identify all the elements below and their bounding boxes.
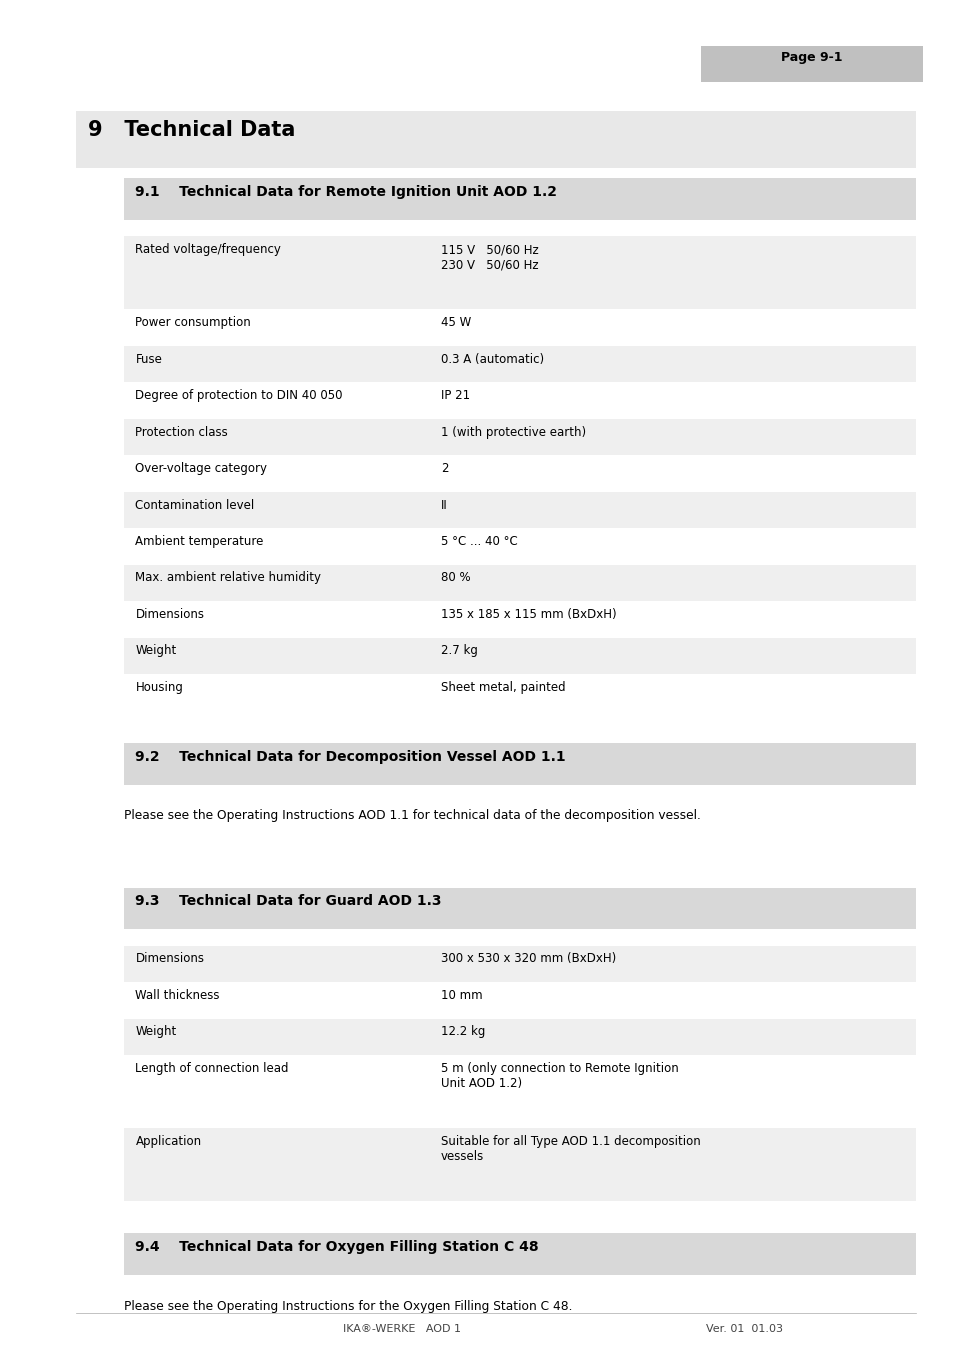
Text: 135 x 185 x 115 mm (BxDxH): 135 x 185 x 115 mm (BxDxH) [440,608,616,621]
Text: 5 m (only connection to Remote Ignition
Unit AOD 1.2): 5 m (only connection to Remote Ignition … [440,1062,678,1090]
Bar [124,455,915,492]
Text: 300 x 530 x 320 mm (BxDxH): 300 x 530 x 320 mm (BxDxH) [440,952,616,966]
Text: Suitable for all Type AOD 1.1 decomposition
vessels: Suitable for all Type AOD 1.1 decomposit… [440,1135,700,1163]
Bar [124,888,915,929]
Text: 9.3    Technical Data for Guard AOD 1.3: 9.3 Technical Data for Guard AOD 1.3 [135,894,441,908]
Text: 2: 2 [440,462,448,476]
Text: Application: Application [135,1135,201,1148]
Text: Wall thickness: Wall thickness [135,989,220,1002]
Bar [124,236,915,309]
Text: Length of connection lead: Length of connection lead [135,1062,289,1075]
Text: Weight: Weight [135,1025,176,1039]
Text: Page 9-1: Page 9-1 [781,51,841,65]
Text: Rated voltage/frequency: Rated voltage/frequency [135,243,281,257]
Text: Please see the Operating Instructions for the Oxygen Filling Station C 48.: Please see the Operating Instructions fo… [124,1300,572,1313]
Text: Ambient temperature: Ambient temperature [135,535,264,549]
Bar [76,111,915,168]
Text: Dimensions: Dimensions [135,608,204,621]
Text: 0.3 A (automatic): 0.3 A (automatic) [440,353,543,366]
Text: Fuse: Fuse [135,353,162,366]
Text: 80 %: 80 % [440,571,470,585]
Bar [124,178,915,220]
Bar [124,638,915,674]
Text: Housing: Housing [135,681,183,694]
Text: Power consumption: Power consumption [135,316,251,330]
Text: Over-voltage category: Over-voltage category [135,462,267,476]
Bar [124,1019,915,1055]
Bar [124,601,915,638]
Text: Ver. 01  01.03: Ver. 01 01.03 [705,1324,782,1333]
Bar [124,382,915,419]
Text: 1 (with protective earth): 1 (with protective earth) [440,426,585,439]
Bar [124,346,915,382]
Bar [124,419,915,455]
Text: 9   Technical Data: 9 Technical Data [88,120,294,141]
Text: IKA®-WERKE   AOD 1: IKA®-WERKE AOD 1 [343,1324,461,1333]
Bar [124,1128,915,1201]
Text: 5 °C ... 40 °C: 5 °C ... 40 °C [440,535,517,549]
Text: IP 21: IP 21 [440,389,470,403]
Text: 2.7 kg: 2.7 kg [440,644,477,658]
Bar [124,1233,915,1275]
Text: Sheet metal, painted: Sheet metal, painted [440,681,565,694]
Text: Max. ambient relative humidity: Max. ambient relative humidity [135,571,321,585]
Text: Contamination level: Contamination level [135,499,254,512]
Bar [124,982,915,1019]
Text: Dimensions: Dimensions [135,952,204,966]
Text: Weight: Weight [135,644,176,658]
Text: II: II [440,499,447,512]
Text: 9.2    Technical Data for Decomposition Vessel AOD 1.1: 9.2 Technical Data for Decomposition Ves… [135,750,565,763]
Text: 12.2 kg: 12.2 kg [440,1025,485,1039]
Text: Degree of protection to DIN 40 050: Degree of protection to DIN 40 050 [135,389,343,403]
Text: 45 W: 45 W [440,316,471,330]
Text: Protection class: Protection class [135,426,228,439]
Text: Please see the Operating Instructions AOD 1.1 for technical data of the decompos: Please see the Operating Instructions AO… [124,809,700,823]
Text: 9.4    Technical Data for Oxygen Filling Station C 48: 9.4 Technical Data for Oxygen Filling St… [135,1240,538,1254]
Bar [124,528,915,565]
Bar [124,565,915,601]
Bar [700,46,922,82]
Text: 10 mm: 10 mm [440,989,482,1002]
Bar [124,492,915,528]
Text: 115 V   50/60 Hz
230 V   50/60 Hz: 115 V 50/60 Hz 230 V 50/60 Hz [440,243,537,272]
Bar [124,743,915,785]
Text: 9.1    Technical Data for Remote Ignition Unit AOD 1.2: 9.1 Technical Data for Remote Ignition U… [135,185,557,199]
Bar [124,1055,915,1128]
Bar [124,946,915,982]
Bar [124,309,915,346]
Bar [124,674,915,711]
